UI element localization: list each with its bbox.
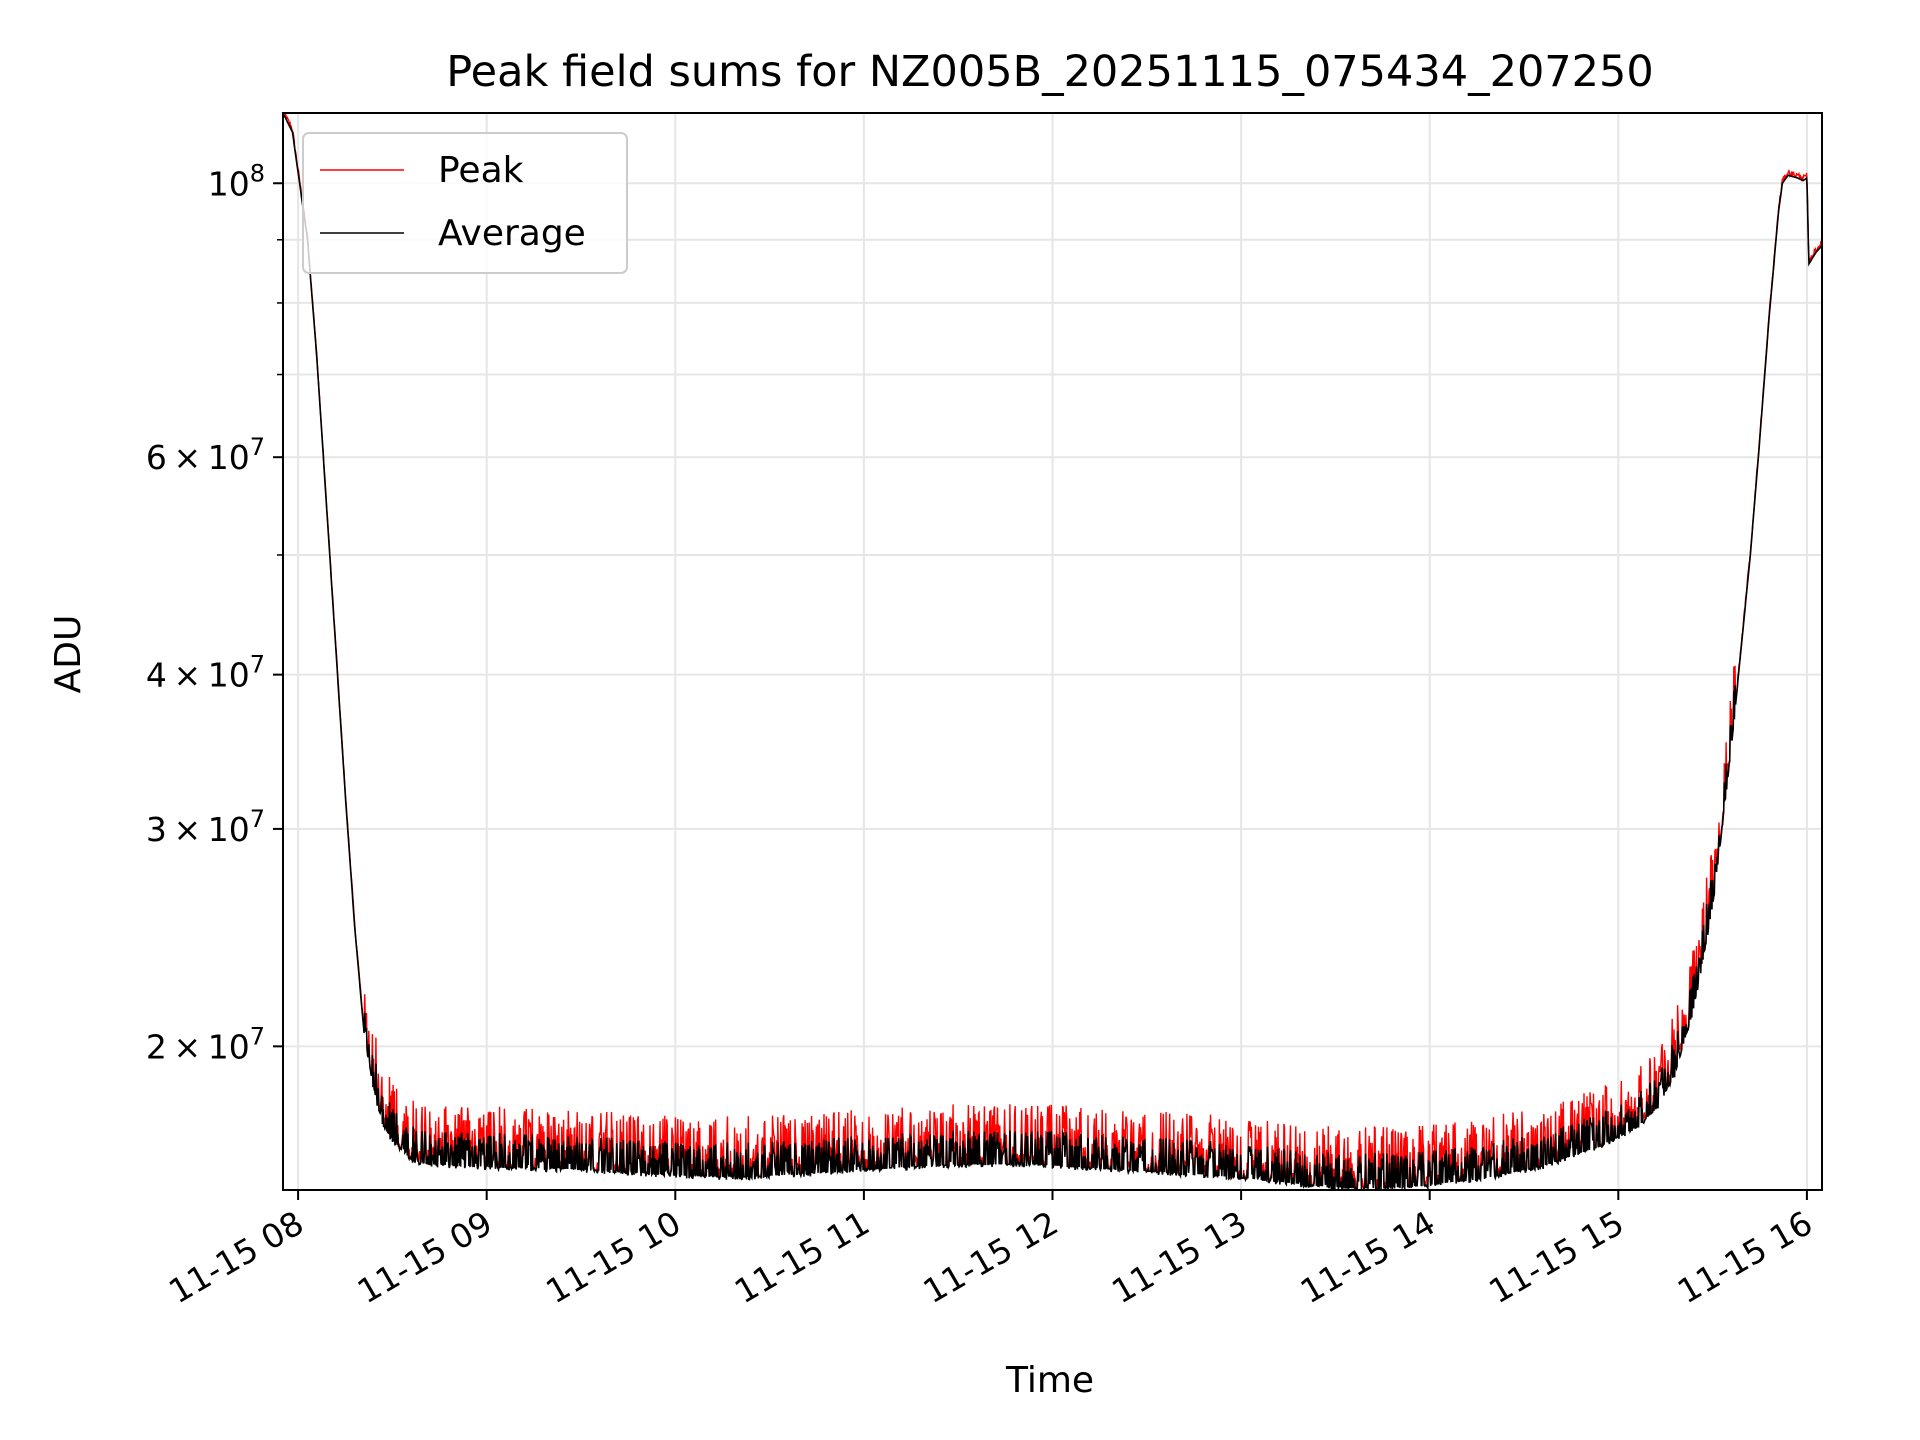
chart-title: Peak field sums for NZ005B_20251115_0754… (446, 47, 1654, 97)
x-axis-title: Time (1005, 1360, 1094, 1401)
y-axis-title: ADU (48, 615, 89, 694)
legend-average-label: Average (438, 213, 586, 254)
legend-peak-label: Peak (438, 150, 524, 191)
y-tick-label: 108 (208, 159, 265, 203)
legend-box (302, 132, 628, 274)
average-series-line (282, 112, 1823, 1192)
y-tick-label: 4 × 107 (146, 651, 265, 695)
y-tick-label: 3 × 107 (146, 805, 265, 849)
grid-lines (283, 113, 1822, 1190)
data-series (282, 112, 1823, 1192)
y-tick-label: 2 × 107 (146, 1022, 265, 1066)
y-tick-label: 6 × 107 (146, 433, 265, 477)
legend: Peak Average (302, 132, 628, 274)
